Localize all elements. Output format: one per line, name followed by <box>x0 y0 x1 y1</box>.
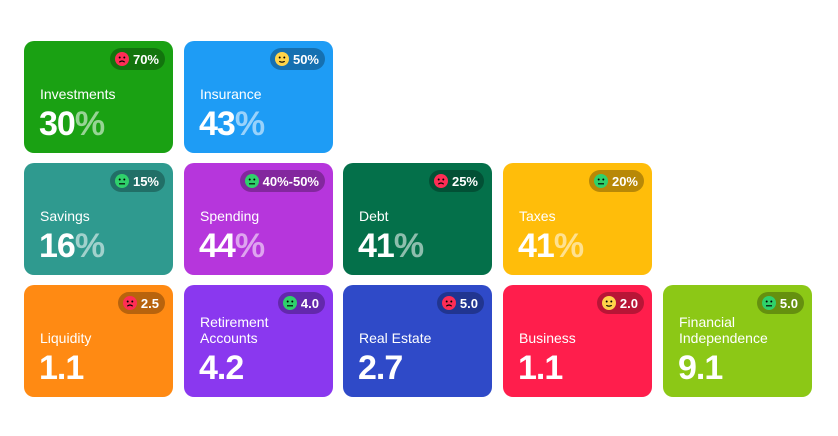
card-value: 1.1 <box>518 349 563 387</box>
target-badge: 15% <box>109 170 165 192</box>
card-value: 30% <box>39 105 105 143</box>
badge-value: 4.0 <box>300 295 319 311</box>
card-label: Retirement Accounts <box>200 314 269 346</box>
face-good-icon <box>761 296 776 310</box>
investments-card[interactable]: 70% Investments 30% <box>24 41 173 153</box>
card-label: Spending <box>200 208 260 224</box>
card-label: Debt <box>359 208 389 224</box>
badge-value: 70% <box>132 51 159 67</box>
retirement-accounts-card[interactable]: 4.0 Retirement Accounts 4.2 <box>184 285 333 397</box>
savings-card[interactable]: 15% Savings 16% <box>24 163 173 275</box>
badge-value: 25% <box>451 173 478 189</box>
card-value: 43% <box>199 105 265 143</box>
face-good-icon <box>244 174 259 188</box>
face-bad-icon <box>441 296 456 310</box>
target-badge: 2.5 <box>117 292 165 314</box>
card-value: 44% <box>199 227 265 265</box>
badge-value: 2.0 <box>619 295 638 311</box>
target-badge: 70% <box>109 48 165 70</box>
card-value: 41% <box>518 227 584 265</box>
real-estate-card[interactable]: 5.0 Real Estate 2.7 <box>343 285 492 397</box>
taxes-card[interactable]: 20% Taxes 41% <box>503 163 652 275</box>
target-badge: 50% <box>269 48 325 70</box>
liquidity-card[interactable]: 2.5 Liquidity 1.1 <box>24 285 173 397</box>
financial-independence-card[interactable]: 5.0 Financial Independence 9.1 <box>663 285 812 397</box>
card-value: 41% <box>358 227 424 265</box>
target-badge: 40%-50% <box>239 170 325 192</box>
target-badge: 4.0 <box>277 292 325 314</box>
insurance-card[interactable]: 50% Insurance 43% <box>184 41 333 153</box>
face-good-icon <box>114 174 129 188</box>
spending-card[interactable]: 40%-50% Spending 44% <box>184 163 333 275</box>
card-label: Insurance <box>200 86 262 102</box>
badge-value: 5.0 <box>459 295 478 311</box>
badge-value: 20% <box>611 173 638 189</box>
face-good-icon <box>282 296 297 310</box>
face-bad-icon <box>122 296 137 310</box>
card-label: Taxes <box>519 208 556 224</box>
card-label: Real Estate <box>359 330 432 346</box>
card-value: 9.1 <box>678 349 723 387</box>
face-bad-icon <box>433 174 448 188</box>
debt-card[interactable]: 25% Debt 41% <box>343 163 492 275</box>
card-value: 1.1 <box>39 349 84 387</box>
face-bad-icon <box>114 52 129 66</box>
card-value: 16% <box>39 227 105 265</box>
badge-value: 50% <box>292 51 319 67</box>
card-value: 4.2 <box>199 349 244 387</box>
target-badge: 5.0 <box>756 292 804 314</box>
target-badge: 5.0 <box>436 292 484 314</box>
card-label: Liquidity <box>40 330 92 346</box>
badge-value: 5.0 <box>779 295 798 311</box>
face-neutral-icon <box>601 296 616 310</box>
card-value: 2.7 <box>358 349 403 387</box>
card-label: Financial Independence <box>679 314 768 346</box>
target-badge: 20% <box>588 170 644 192</box>
face-good-icon <box>593 174 608 188</box>
face-neutral-icon <box>274 52 289 66</box>
business-card[interactable]: 2.0 Business 1.1 <box>503 285 652 397</box>
card-label: Business <box>519 330 576 346</box>
badge-value: 2.5 <box>140 295 159 311</box>
target-badge: 2.0 <box>596 292 644 314</box>
badge-value: 40%-50% <box>262 173 319 189</box>
card-label: Savings <box>40 208 90 224</box>
badge-value: 15% <box>132 173 159 189</box>
card-label: Investments <box>40 86 116 102</box>
target-badge: 25% <box>428 170 484 192</box>
